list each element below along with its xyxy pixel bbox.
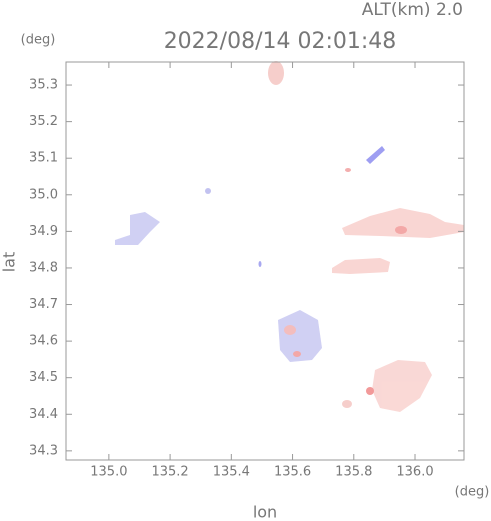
x-tick-label: 135.4 — [213, 465, 250, 480]
chart-title: 2022/08/14 02:01:48 — [164, 29, 397, 54]
y-tick-label: 35.0 — [29, 187, 58, 202]
y-tick-label: 34.7 — [29, 297, 58, 312]
x-tick-label: 135.0 — [90, 465, 127, 480]
y-tick-label: 35.3 — [29, 78, 58, 93]
x-tick-label: 135.6 — [274, 465, 311, 480]
x-tick-label: 135.8 — [335, 465, 372, 480]
y-tick-label: 34.5 — [29, 370, 58, 385]
x-axis-label: lon — [253, 503, 277, 521]
y-tick-label: 35.1 — [29, 151, 58, 166]
x-unit: (deg) — [455, 485, 490, 500]
y-tick-label: 34.3 — [29, 443, 58, 458]
chart-subtitle: ALT(km) 2.0 — [362, 0, 463, 20]
x-tick-label: 135.2 — [151, 465, 188, 480]
y-tick-label: 34.8 — [29, 260, 58, 275]
y-tick-label: 34.6 — [29, 334, 58, 349]
y-tick-label: 34.9 — [29, 224, 58, 239]
x-tick-label: 136.0 — [396, 465, 433, 480]
y-unit: (deg) — [21, 33, 56, 48]
plot-frame — [65, 61, 465, 461]
y-axis-label: lat — [0, 252, 19, 273]
y-tick-label: 34.4 — [29, 407, 58, 422]
echo-field — [115, 61, 464, 412]
y-tick-label: 35.2 — [29, 114, 58, 129]
